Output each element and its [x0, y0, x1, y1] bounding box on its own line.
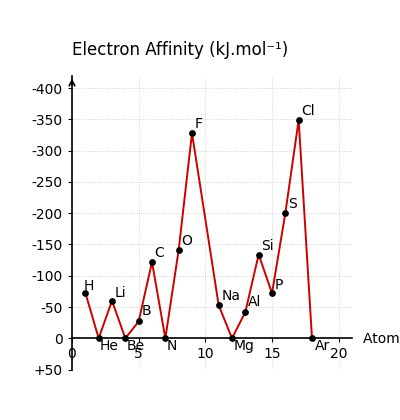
Point — [162, 335, 168, 342]
Text: S: S — [288, 197, 297, 211]
Point — [109, 297, 115, 304]
Text: Li: Li — [115, 286, 126, 299]
Point — [309, 335, 315, 342]
Point — [216, 302, 222, 309]
Point — [122, 335, 128, 342]
Point — [242, 309, 248, 315]
Point — [176, 247, 182, 254]
Point — [189, 130, 195, 136]
Text: Cl: Cl — [301, 104, 315, 118]
Text: Be: Be — [127, 339, 145, 353]
Text: B: B — [141, 304, 151, 318]
Text: Al: Al — [248, 295, 261, 309]
Point — [96, 335, 102, 342]
Text: Si: Si — [261, 239, 274, 253]
Text: P: P — [275, 278, 283, 291]
Text: Na: Na — [221, 289, 240, 303]
Point — [149, 259, 155, 265]
Text: Electron Affinity (kJ.mol⁻¹): Electron Affinity (kJ.mol⁻¹) — [72, 41, 288, 59]
Point — [229, 335, 235, 342]
Point — [296, 117, 302, 123]
Text: Ar: Ar — [315, 339, 330, 353]
Text: Atomic Number(Z): Atomic Number(Z) — [363, 331, 400, 345]
Point — [269, 290, 275, 297]
Text: O: O — [181, 234, 192, 248]
Text: C: C — [155, 246, 164, 260]
Text: He: He — [100, 339, 119, 353]
Point — [256, 251, 262, 258]
Point — [136, 318, 142, 325]
Text: F: F — [195, 118, 203, 131]
Point — [82, 289, 88, 296]
Text: N: N — [167, 339, 177, 353]
Text: Mg: Mg — [233, 339, 254, 353]
Text: H: H — [84, 279, 94, 294]
Point — [282, 210, 288, 217]
